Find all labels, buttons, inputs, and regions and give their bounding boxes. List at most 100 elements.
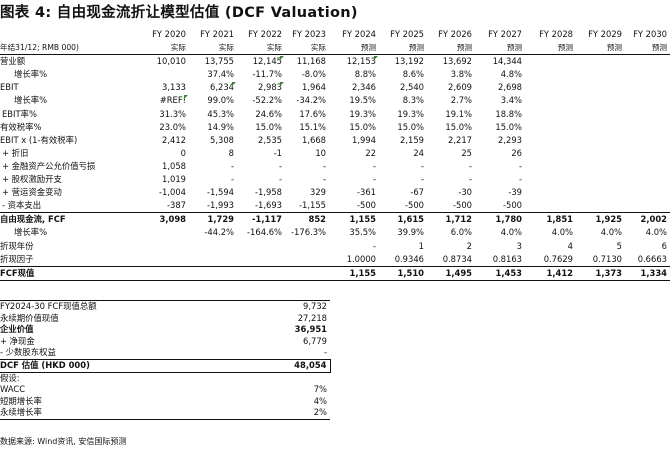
table-cell: 3.4% [500, 95, 522, 106]
dcf-table: FY 2020 FY 2021 FY 2022 FY 2023 FY 2024 … [0, 28, 670, 281]
table-cell: 14.9% [207, 121, 234, 132]
table-cell: - [230, 160, 234, 171]
table-cell: 3.8% [450, 69, 472, 80]
table-cell: 329 [310, 187, 326, 198]
table-cell: 39.9% [397, 227, 424, 238]
summary-label: WACC [0, 384, 26, 395]
table-cell: 5 [616, 240, 622, 251]
summary-value: 6,779 [303, 335, 327, 346]
table-cell: 1,495 [427, 265, 475, 281]
table-cell: 15.0% [349, 121, 376, 132]
kind-header: 预测 [379, 41, 427, 56]
table-cell: - [468, 174, 472, 185]
table-row: 增长率% 37.4% -11.7% -8.0% 8.8% 8.6% 3.8% 4.8% [0, 68, 670, 81]
table-cell [576, 134, 625, 147]
table-cell: 1,615 [379, 212, 427, 227]
table-cell: 8.8% [354, 69, 376, 80]
table-cell: 0.9346 [394, 253, 424, 264]
table-cell [525, 81, 576, 94]
year-header: FY 2020 [152, 29, 186, 39]
table-cell [525, 94, 576, 107]
table-cell [625, 121, 670, 134]
table-cell: -500 [452, 200, 472, 211]
summary-row: - 少数股东权益 - [0, 347, 330, 359]
summary-label: - 少数股东权益 [0, 347, 56, 358]
summary-label: 短期增长率 [0, 395, 42, 406]
table-row: + 金融资产公允价值亏损 1,058 - - - - - - - [0, 160, 670, 173]
table-cell: -8.0% [301, 69, 326, 80]
table-cell: 1,780 [475, 212, 525, 227]
summary-label: 假设: [0, 372, 20, 383]
row-label: 折现因子 [0, 253, 34, 264]
table-cell: 4 [567, 240, 573, 251]
table-cell: -30 [458, 187, 472, 198]
table-cell: 2,346 [352, 82, 376, 93]
table-cell: 4.0% [600, 227, 622, 238]
table-cell [145, 226, 189, 239]
dcf-body: 营业额 10,010 13,755 12,145 11,168 12,153 13,192 1… [0, 55, 670, 281]
table-cell [576, 199, 625, 213]
table-cell: -1,155 [299, 200, 326, 211]
table-cell: 24.6% [255, 108, 282, 119]
table-cell [576, 121, 625, 134]
table-cell: 2,698 [498, 82, 522, 93]
table-cell: 24 [413, 147, 424, 158]
summary-row: FY2024-30 FCF现值总额 9,732 [0, 299, 330, 313]
year-header: FY 2028 [539, 29, 573, 39]
table-cell: 22 [365, 147, 376, 158]
row-label: 增长率% [14, 69, 48, 80]
row-label: 营业额 [0, 56, 26, 67]
table-cell: 3 [516, 240, 522, 251]
summary-value: 7% [313, 384, 327, 395]
table-cell: 1,058 [162, 160, 186, 171]
table-cell: 0.8734 [442, 253, 472, 264]
year-header: FY 2027 [488, 29, 522, 39]
table-cell: 2,293 [498, 134, 522, 145]
year-header: FY 2021 [200, 29, 234, 39]
table-cell: 4.0% [645, 227, 667, 238]
table-row: 营业额 10,010 13,755 12,145 11,168 12,153 13,192 1… [0, 55, 670, 69]
table-cell: 19.5% [349, 95, 376, 106]
table-cell [525, 68, 576, 81]
table-cell [576, 81, 625, 94]
summary-label: FY2024-30 FCF现值总额 [0, 299, 210, 313]
table-row: 增长率% -44.2% -164.6% -176.3% 35.5% 39.9% 6.0% 4.… [0, 226, 670, 239]
year-header: FY 2025 [390, 29, 424, 39]
row-label: + 折旧 [2, 147, 29, 158]
summary-label: 永续增长率 [0, 407, 210, 420]
table-cell: 2,002 [625, 212, 670, 227]
table-row: + 股权激励开支 1,019 - - - - - - - [0, 173, 670, 186]
table-cell: -34.2% [296, 95, 326, 106]
kind-header: 预测 [625, 41, 670, 56]
table-cell: 4.0% [551, 227, 573, 238]
table-cell [625, 147, 670, 160]
row-label: 自由现金流, FCF [0, 212, 145, 227]
table-cell: 0.6663 [637, 253, 667, 264]
table-cell: 10 [315, 147, 326, 158]
table-cell: 15.1% [299, 121, 326, 132]
table-cell [145, 68, 189, 81]
table-row: 有效税率% 23.0% 14.9% 15.0% 15.1% 15.0% 15.0% 15.0%… [0, 121, 670, 134]
table-cell: -1,117 [237, 212, 285, 227]
table-cell: 1,712 [427, 212, 475, 227]
table-cell: 2,412 [162, 134, 186, 145]
table-cell: 13,692 [442, 56, 472, 67]
table-row: 增长率% #REF! 99.0% -52.2% -34.2% 19.5% 8.3% 2.7% 3… [0, 94, 670, 107]
table-cell: 18.8% [495, 108, 522, 119]
table-cell: 99.0% [207, 95, 234, 106]
table-cell: 852 [285, 212, 329, 227]
table-cell: - [372, 174, 376, 185]
table-cell: 6,234 [189, 81, 237, 94]
table-row: FCF现值 1,155 1,510 1,495 1,453 1,412 1,373 1,334 [0, 265, 670, 281]
valuation-summary: FY2024-30 FCF现值总额 9,732 永续期价值现值 27,218 企… [0, 299, 331, 420]
row-label: EBIT率% [2, 108, 37, 119]
table-cell [525, 108, 576, 121]
summary-value: 2% [210, 407, 330, 420]
table-cell: 15.0% [495, 121, 522, 132]
table-cell: 0.7130 [592, 253, 622, 264]
table-cell: 15.0% [397, 121, 424, 132]
table-cell [576, 173, 625, 186]
table-cell: -176.3% [291, 227, 326, 238]
row-label: EBIT [0, 82, 19, 93]
table-cell: - [372, 240, 376, 251]
